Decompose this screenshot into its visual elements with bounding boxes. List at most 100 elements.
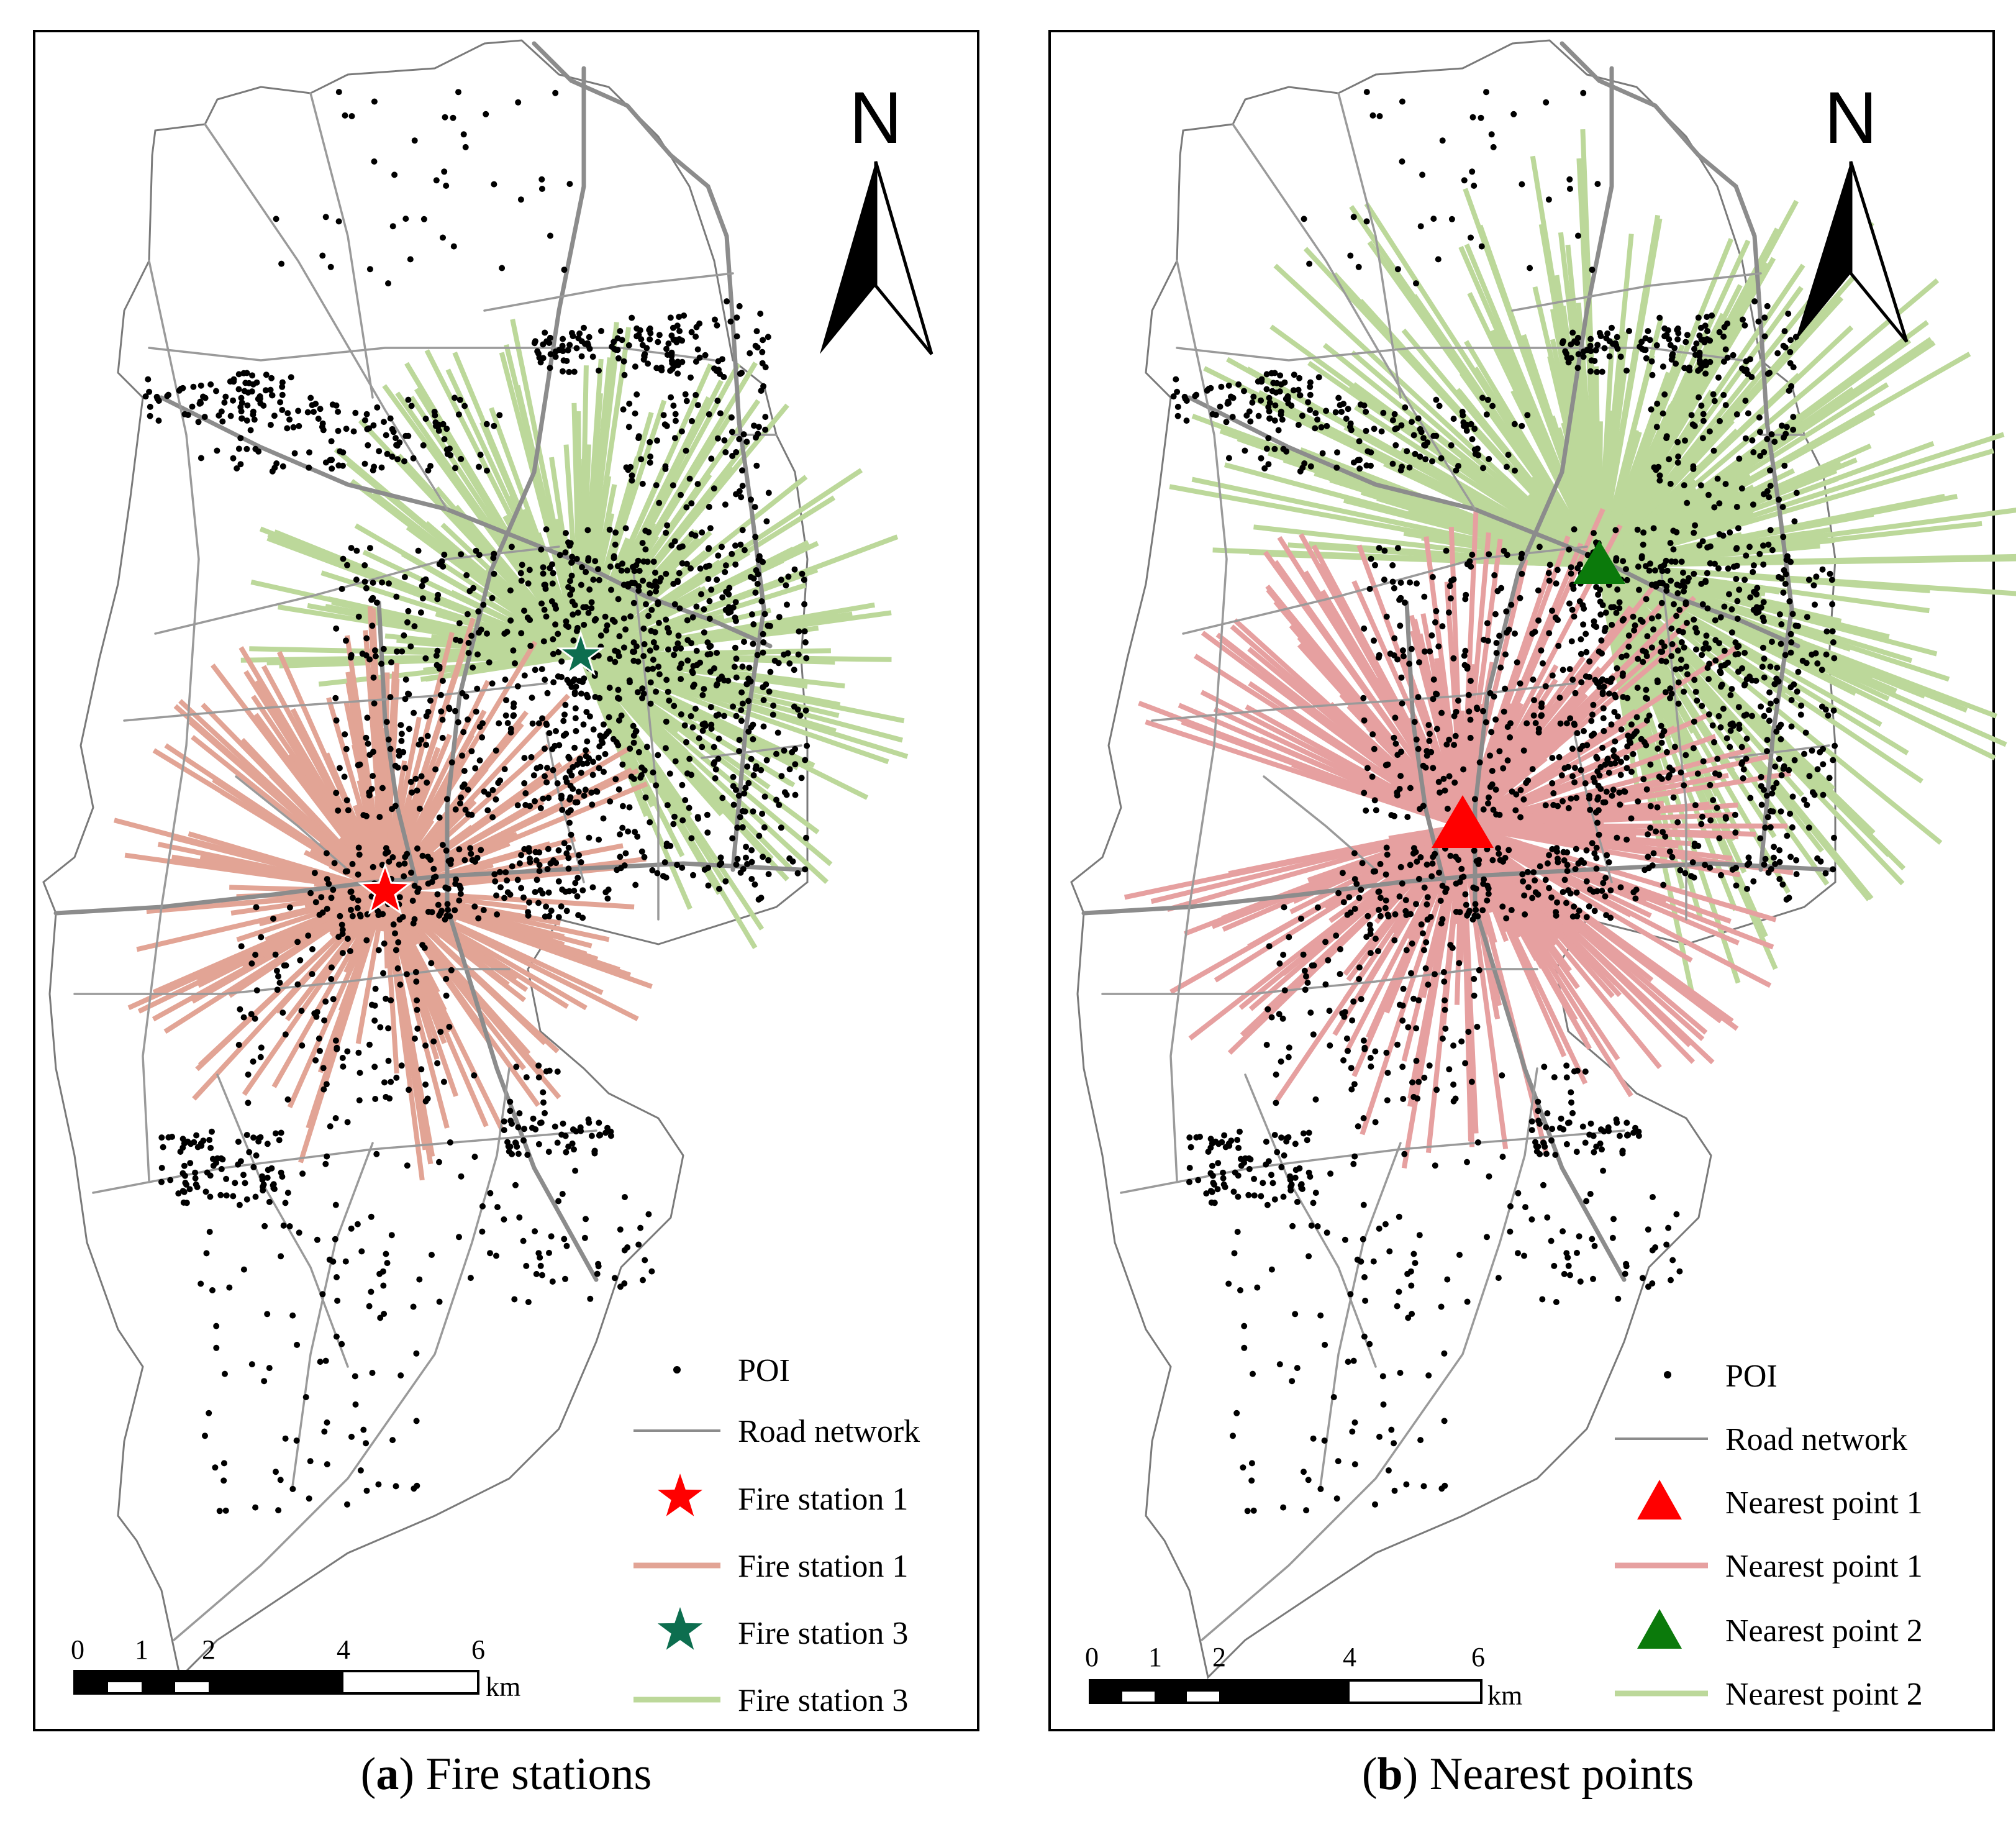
poi-dot: [573, 345, 580, 352]
poi-dot: [693, 603, 700, 610]
poi-dot: [1294, 1365, 1301, 1372]
poi-dot: [1711, 739, 1717, 745]
poi-dot: [273, 216, 279, 222]
poi-dot: [322, 214, 329, 221]
poi-dot: [1700, 758, 1707, 765]
poi-dot: [550, 767, 556, 773]
poi-dot: [413, 1418, 420, 1424]
poi-dot: [412, 775, 419, 782]
poi-dot: [235, 386, 242, 393]
poi-dot: [289, 1312, 296, 1319]
poi-dot: [570, 611, 576, 618]
poi-dot: [1317, 1312, 1324, 1319]
poi-dot: [1520, 796, 1527, 803]
poi-dot: [316, 1035, 322, 1042]
poi-dot: [1587, 886, 1594, 893]
poi-dot: [514, 877, 521, 883]
poi-dot: [307, 890, 314, 896]
poi-dot: [1529, 895, 1536, 901]
poi-dot: [1583, 847, 1590, 854]
poi-dot: [487, 1250, 493, 1257]
poi-dot: [1822, 870, 1829, 877]
scale-tick: 2: [202, 1634, 216, 1665]
service-line: [1589, 389, 1602, 566]
poi-dot: [596, 367, 602, 374]
poi-dot: [352, 1401, 359, 1408]
poi-dot: [1484, 897, 1491, 904]
poi-dot: [1361, 790, 1368, 796]
poi-dot: [1433, 396, 1440, 403]
poi-dot: [1728, 629, 1735, 636]
poi-dot: [1476, 759, 1483, 766]
poi-dot: [523, 1074, 530, 1081]
poi-dot: [1773, 675, 1780, 682]
poi-dot: [1356, 976, 1363, 982]
poi-dot: [1705, 676, 1712, 683]
poi-dot: [536, 868, 543, 875]
poi-dot: [1478, 114, 1484, 121]
poi-dot: [781, 651, 788, 658]
poi-dot: [1625, 644, 1632, 650]
poi-dot: [578, 690, 584, 697]
poi-dot: [1467, 716, 1474, 723]
poi-dot: [1427, 648, 1433, 655]
poi-dot: [754, 580, 761, 587]
poi-dot: [1315, 374, 1322, 381]
poi-dot: [1519, 181, 1525, 188]
poi-dot: [1771, 854, 1777, 861]
poi-dot: [363, 1440, 370, 1447]
poi-dot: [425, 908, 432, 915]
poi-dot: [517, 570, 524, 576]
poi-dot: [571, 1146, 577, 1153]
poi-dot: [1535, 891, 1542, 898]
poi-dot: [356, 1097, 363, 1104]
poi-dot: [230, 378, 237, 385]
service-line: [362, 549, 582, 658]
poi-dot: [1789, 824, 1796, 831]
poi-dot: [1490, 806, 1497, 813]
poi-dot: [1271, 1196, 1278, 1203]
poi-dot: [1481, 636, 1487, 643]
poi-dot: [734, 824, 741, 831]
poi-dot: [1242, 1155, 1249, 1162]
poi-dot: [417, 609, 424, 616]
poi-dot: [273, 967, 280, 974]
poi-dot: [632, 410, 638, 417]
poi-dot: [467, 845, 474, 852]
poi-dot: [1471, 426, 1478, 432]
poi-dot: [474, 651, 481, 658]
poi-dot: [540, 355, 547, 362]
poi-dot: [624, 1244, 631, 1251]
poi-dot: [563, 731, 570, 737]
poi-dot: [1520, 747, 1527, 754]
poi-dot: [389, 453, 396, 460]
poi-dot: [612, 529, 619, 536]
poi-dot: [1593, 855, 1600, 862]
poi-dot: [1421, 593, 1428, 600]
poi-dot: [472, 765, 479, 772]
poi-dot: [312, 1057, 319, 1064]
poi-dot: [1432, 1162, 1438, 1169]
poi-dot: [1540, 660, 1546, 667]
poi-dot: [237, 461, 244, 468]
poi-dot: [363, 635, 370, 642]
poi-dot: [550, 679, 557, 686]
poi-dot: [1699, 652, 1705, 658]
poi-dot: [1644, 633, 1651, 640]
poi-dot: [732, 644, 738, 651]
poi-dot: [389, 426, 396, 432]
poi-dot: [1675, 330, 1682, 337]
poi-dot: [621, 371, 628, 378]
poi-dot: [1717, 724, 1724, 731]
poi-dot: [762, 426, 769, 433]
poi-dot: [232, 1180, 238, 1187]
poi-dot: [778, 773, 785, 780]
legend-label: Fire station 3: [738, 1616, 908, 1651]
poi-dot: [437, 1029, 444, 1035]
poi-dot: [1186, 1165, 1193, 1171]
poi-dot: [568, 772, 575, 779]
poi-dot: [1781, 567, 1787, 573]
poi-dot: [1417, 426, 1423, 432]
poi-dot: [732, 561, 739, 568]
poi-dot: [1736, 586, 1743, 593]
